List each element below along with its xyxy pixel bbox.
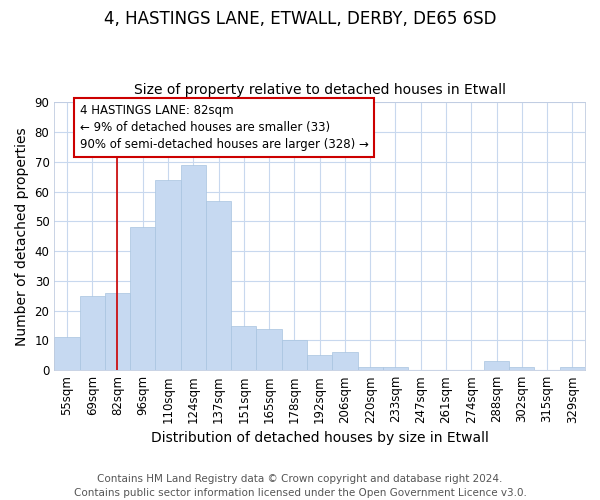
Bar xyxy=(484,362,509,370)
Text: 4 HASTINGS LANE: 82sqm
← 9% of detached houses are smaller (33)
90% of semi-deta: 4 HASTINGS LANE: 82sqm ← 9% of detached … xyxy=(80,104,368,151)
Bar xyxy=(256,328,282,370)
Bar xyxy=(560,367,585,370)
Bar xyxy=(307,356,332,370)
Text: 4, HASTINGS LANE, ETWALL, DERBY, DE65 6SD: 4, HASTINGS LANE, ETWALL, DERBY, DE65 6S… xyxy=(104,10,496,28)
Bar xyxy=(206,200,231,370)
Bar xyxy=(282,340,307,370)
Bar xyxy=(358,367,383,370)
Bar xyxy=(80,296,105,370)
Bar xyxy=(105,293,130,370)
Bar xyxy=(509,367,535,370)
Y-axis label: Number of detached properties: Number of detached properties xyxy=(15,127,29,346)
Text: Contains HM Land Registry data © Crown copyright and database right 2024.
Contai: Contains HM Land Registry data © Crown c… xyxy=(74,474,526,498)
Bar xyxy=(155,180,181,370)
Bar xyxy=(231,326,256,370)
Bar xyxy=(181,165,206,370)
Bar xyxy=(383,367,408,370)
X-axis label: Distribution of detached houses by size in Etwall: Distribution of detached houses by size … xyxy=(151,431,488,445)
Bar xyxy=(130,228,155,370)
Title: Size of property relative to detached houses in Etwall: Size of property relative to detached ho… xyxy=(134,83,506,97)
Bar xyxy=(332,352,358,370)
Bar xyxy=(54,338,80,370)
